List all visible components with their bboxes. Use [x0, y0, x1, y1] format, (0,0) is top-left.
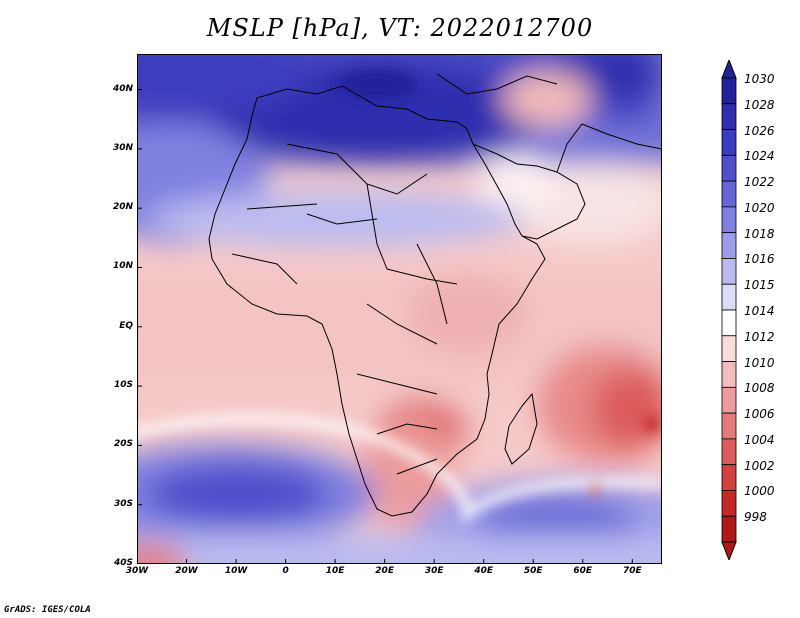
colorbar-level-label: 1028 — [744, 97, 775, 112]
colorbar-swatch — [721, 77, 737, 105]
colorbar-swatch — [721, 258, 737, 285]
lat-tick-label: 30N — [112, 142, 133, 153]
axis-ticks — [137, 89, 633, 564]
colorbar-level-label: 1024 — [744, 149, 775, 164]
colorbar-swatch — [721, 206, 737, 234]
colorbar-level-label: 1012 — [744, 329, 775, 344]
colorbar-level-label: 1020 — [744, 200, 775, 215]
colorbar-level-label: 1006 — [744, 407, 775, 422]
map-frame — [137, 54, 662, 564]
colorbar-swatch — [721, 386, 737, 414]
map-title: MSLP [hPa], VT: 2022012700 — [206, 14, 594, 42]
colorbar-level-label: 1015 — [744, 278, 775, 293]
colorbar-swatch — [721, 490, 737, 517]
colorbar-level-label: 1016 — [744, 252, 775, 267]
colorbar-swatch — [721, 232, 737, 259]
lon-tick-label: 0 — [282, 566, 289, 576]
colorbar-swatch — [721, 309, 737, 337]
lat-tick-label: EQ — [119, 320, 133, 331]
lon-tick-label: 10W — [224, 566, 248, 576]
lat-tick-label: 30S — [113, 498, 133, 509]
colorbar — [721, 60, 737, 560]
colorbar-swatch — [721, 335, 737, 362]
colorbar-bottom-arrow — [721, 541, 737, 560]
colorbar-level-label: 1000 — [744, 484, 775, 499]
mslp-map — [137, 54, 662, 564]
lon-tick-label: 10E — [325, 566, 345, 576]
colorbar-level-label: 1004 — [744, 432, 775, 447]
colorbar-level-label: 1002 — [744, 458, 775, 473]
lon-tick-label: 50E — [523, 566, 543, 576]
lon-tick-label: 20E — [375, 566, 394, 576]
colorbar-swatch — [721, 438, 737, 466]
pressure-field — [137, 54, 662, 564]
colorbar-level-label: 1010 — [744, 355, 775, 370]
lon-tick-label: 60E — [573, 566, 593, 576]
lat-tick-label: 20S — [113, 439, 133, 450]
lat-tick-label: 10N — [112, 261, 133, 272]
lon-tick-label: 30W — [125, 566, 149, 576]
colorbar-level-label: 1026 — [744, 123, 775, 138]
colorbar-swatch — [721, 361, 737, 388]
colorbar-swatch — [721, 515, 737, 543]
lat-tick-label: 40S — [113, 558, 133, 568]
colorbar-swatch — [721, 283, 737, 311]
lat-tick-label: 10S — [113, 380, 133, 391]
colorbar-swatch — [721, 180, 737, 208]
colorbar-swatch — [721, 103, 737, 130]
colorbar-swatch — [721, 412, 737, 440]
colorbar-level-label: 1018 — [744, 226, 775, 241]
lat-tick-label: 20N — [112, 202, 133, 213]
colorbar-level-label: 998 — [744, 510, 767, 525]
colorbar-level-label: 1014 — [744, 304, 775, 318]
lat-tick-label: 40N — [112, 83, 133, 94]
colorbar-swatch — [721, 129, 737, 156]
colorbar-level-label: 1022 — [744, 175, 775, 190]
colorbar-level-label: 1008 — [744, 381, 775, 396]
lon-tick-label: 40E — [474, 566, 494, 576]
credit-text: GrADS: IGES/COLA — [4, 605, 91, 615]
lon-tick-label: 30E — [424, 566, 444, 576]
lon-tick-label: 70E — [622, 566, 642, 576]
colorbar-level-label: 1030 — [744, 72, 775, 86]
colorbar-swatch — [721, 154, 737, 182]
coastlines — [208, 73, 662, 517]
colorbar-swatch — [721, 464, 737, 491]
lon-tick-label: 20W — [175, 566, 198, 576]
colorbar-top-arrow — [721, 60, 737, 79]
